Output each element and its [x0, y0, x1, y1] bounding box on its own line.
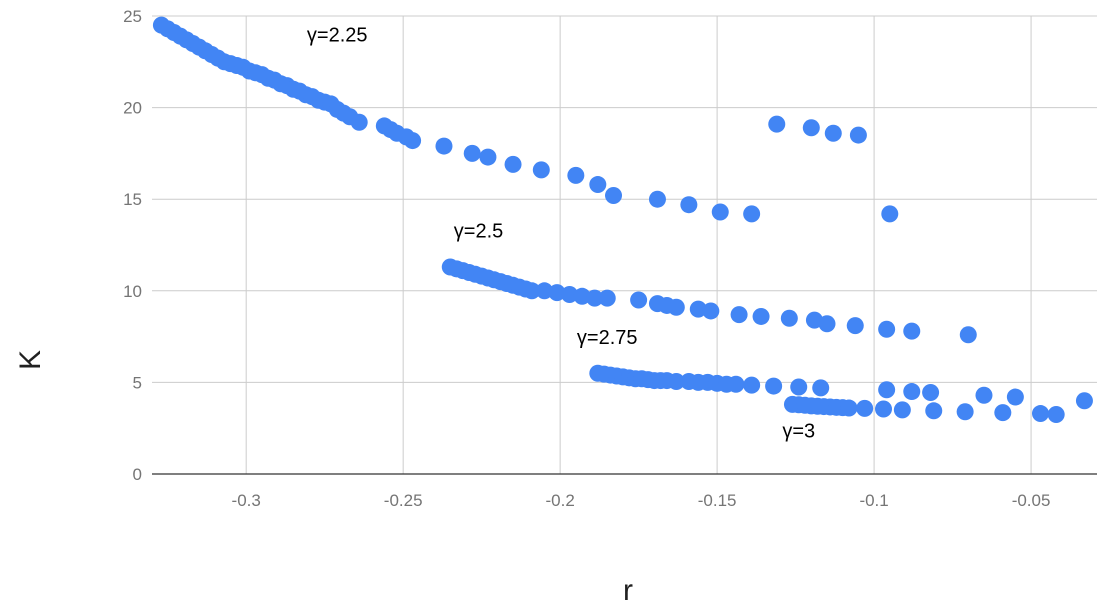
- data-point: [975, 386, 993, 404]
- data-point: [922, 383, 940, 401]
- data-point: [780, 309, 798, 327]
- data-point: [956, 403, 974, 421]
- data-point: [680, 196, 698, 214]
- y-tick-label: 20: [123, 99, 142, 118]
- x-tick-label: -0.2: [545, 491, 574, 510]
- x-tick-label: -0.3: [232, 491, 261, 510]
- x-tick-label: -0.1: [859, 491, 888, 510]
- data-point: [818, 315, 836, 333]
- x-tick-label: -0.25: [384, 491, 423, 510]
- data-point: [812, 379, 830, 397]
- data-point: [925, 402, 943, 420]
- data-point: [1031, 405, 1049, 423]
- data-point: [878, 320, 896, 338]
- data-point: [589, 176, 607, 194]
- data-point: [667, 298, 685, 316]
- data-point: [586, 289, 604, 307]
- data-point: [479, 148, 497, 166]
- data-point: [730, 306, 748, 324]
- data-point: [404, 132, 422, 150]
- data-point: [1006, 388, 1024, 406]
- data-point: [630, 291, 648, 309]
- series-annotation: γ=2.75: [577, 327, 638, 349]
- series-annotation: γ=3: [782, 420, 815, 442]
- data-point: [849, 126, 867, 144]
- data-point: [994, 404, 1012, 422]
- data-point: [702, 302, 720, 320]
- point-layer: [152, 16, 1093, 423]
- data-point: [598, 289, 616, 307]
- data-point: [548, 284, 566, 302]
- data-point: [824, 124, 842, 142]
- data-point: [727, 375, 745, 393]
- data-point: [689, 300, 707, 318]
- x-tick-label: -0.15: [698, 491, 737, 510]
- data-point: [846, 317, 864, 335]
- data-point: [532, 161, 550, 179]
- data-point: [752, 307, 770, 325]
- tick-layer: -0.3 -0.25 -0.2 -0.15 -0.1 -0.05 0 5 10 15 20 25: [123, 7, 1050, 510]
- data-point: [856, 399, 874, 417]
- data-point: [878, 381, 896, 399]
- y-tick-label: 25: [123, 7, 142, 26]
- x-axis-title: r: [623, 574, 633, 607]
- y-tick-label: 5: [133, 373, 142, 392]
- data-point: [893, 401, 911, 419]
- data-point: [875, 400, 893, 418]
- y-tick-label: 15: [123, 190, 142, 209]
- data-point: [802, 119, 820, 137]
- data-point: [959, 326, 977, 344]
- data-point: [768, 115, 786, 133]
- annotation-layer: γ=2.25 γ=2.5 γ=2.75 γ=3: [307, 25, 815, 443]
- data-point: [840, 399, 858, 417]
- data-point: [504, 155, 522, 173]
- data-point: [567, 166, 585, 184]
- data-point: [463, 144, 481, 162]
- y-tick-label: 10: [123, 282, 142, 301]
- data-point: [535, 282, 553, 300]
- data-point: [648, 190, 666, 208]
- grid-layer: [152, 15, 1097, 475]
- data-point: [1075, 392, 1093, 410]
- data-point: [523, 282, 541, 300]
- data-point: [903, 383, 921, 401]
- data-point: [903, 322, 921, 340]
- data-point: [605, 187, 623, 205]
- data-point: [561, 285, 579, 303]
- series-annotation: γ=2.25: [307, 25, 368, 47]
- data-point: [350, 113, 368, 131]
- data-point: [573, 287, 591, 305]
- series-annotation: γ=2.5: [454, 221, 503, 243]
- y-tick-label: 0: [133, 465, 142, 484]
- x-tick-label: -0.05: [1012, 491, 1051, 510]
- data-point: [790, 378, 808, 396]
- data-point: [743, 205, 761, 223]
- data-point: [711, 203, 729, 221]
- data-point: [765, 377, 783, 395]
- data-point: [435, 137, 453, 155]
- data-point: [1047, 405, 1065, 423]
- data-point: [881, 205, 899, 223]
- data-point: [667, 372, 685, 390]
- y-axis-title: K: [14, 350, 47, 370]
- data-point: [743, 376, 761, 394]
